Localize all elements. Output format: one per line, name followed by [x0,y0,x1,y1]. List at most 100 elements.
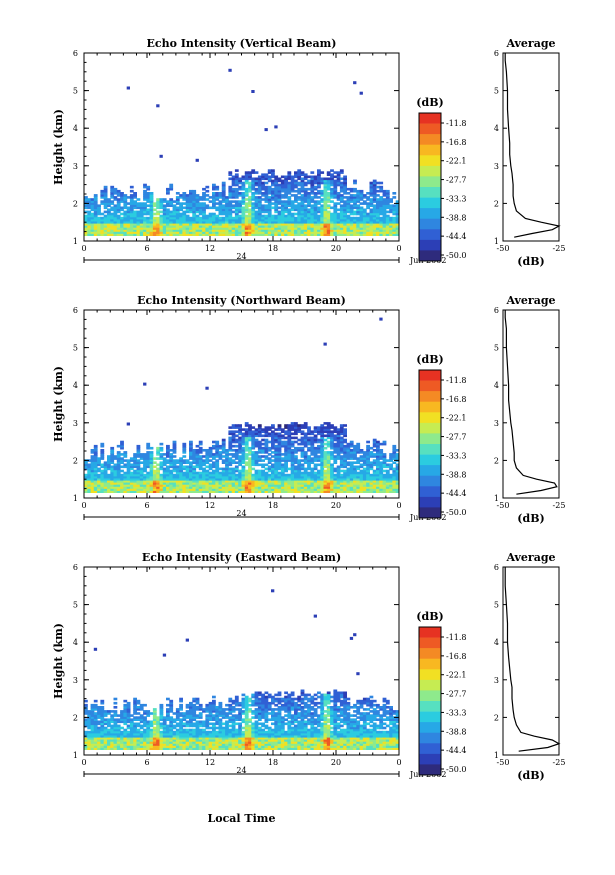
echo-cell [218,233,223,236]
echo-cell [369,194,374,197]
echo-cell [146,187,151,191]
echo-cell [336,486,341,489]
echo-cell [139,212,144,216]
echo-cell [343,208,347,212]
echo-cell [313,221,318,224]
echo-cell [339,214,344,218]
echo-cell [362,229,367,232]
echo-cell [87,724,92,728]
echo-cell [195,198,200,201]
echo-cell [120,743,124,746]
echo-cell [215,442,220,446]
echo-cell [90,449,95,452]
echo-cell [287,231,292,234]
echo-cell [277,438,282,442]
echo-cell [290,183,295,187]
echo-cell [372,471,377,475]
echo-cell [205,478,210,481]
echo-cell [136,484,141,487]
echo-cell [251,208,256,212]
echo-cell [280,196,285,199]
echo-cell [339,442,344,446]
echo-cell [264,196,269,199]
echo-cell [379,223,384,226]
echo-cell [251,229,256,232]
echo-cell [218,490,223,493]
echo-cell [116,221,121,224]
echo-cell [195,455,200,458]
echo-cell [294,221,298,224]
echo-cell [376,478,380,481]
echo-cell [261,227,265,230]
echo-cell [159,475,164,479]
echo-cell [215,459,220,462]
echo-cell [139,706,144,709]
echo-cell [189,467,193,471]
echo-cell [93,475,98,479]
echo-cell [320,218,325,222]
echo-cell [93,486,98,489]
echo-cell [336,227,341,230]
echo-cell [254,177,259,181]
colorbar-unit: (dB) [416,96,443,109]
echo-cell [146,455,151,458]
echo-cell [300,198,305,201]
echo-cell [330,189,334,193]
echo-cell [362,451,367,454]
echo-cell [339,463,344,467]
echo-cell [307,463,311,467]
echo-cell [326,214,331,218]
echo-cell [110,726,115,730]
echo-cell [369,455,374,458]
echo-cell [159,225,164,228]
echo-cell [356,473,361,477]
echo-cell [320,189,325,193]
echo-cell [320,449,325,452]
echo-cell [241,438,246,442]
echo-cell [238,185,242,189]
echo-cell [192,196,197,199]
echo-cell [320,434,325,438]
echo-cell [212,187,216,191]
echo-cell [87,722,92,726]
echo-cell [349,471,354,475]
echo-cell [244,430,249,433]
echo-cell [359,480,364,483]
echo-cell [146,486,151,489]
echo-cell [241,453,246,456]
echo-cell [264,455,269,458]
echo-cell [323,214,328,218]
echo-cell [323,187,328,191]
echo-cell [156,200,160,203]
echo-cell [192,231,197,234]
echo-cell [271,169,275,172]
echo-cell [189,229,193,232]
echo-cell [261,181,265,185]
echo-cell [362,202,367,205]
echo-cell [287,196,292,199]
echo-cell [287,453,292,456]
echo-cell [179,463,183,467]
echo-cell [284,223,288,226]
echo-cell [221,183,226,187]
echo-cell [129,202,134,205]
echo-cell [244,223,249,226]
echo-cell [343,202,347,205]
echo-cell [195,231,200,234]
echo-cell [189,206,193,210]
echo-cell [294,218,298,222]
echo-cell [290,216,295,220]
echo-cell [294,465,298,469]
echo-cell [146,229,151,232]
echo-cell [244,490,249,493]
echo-cell [120,225,124,228]
echo-cell [372,192,377,195]
echo-cell [310,438,315,442]
echo-cell [129,737,134,740]
echo-cell [241,465,246,469]
echo-cell [261,223,265,226]
echo-cell [123,194,128,197]
echo-cell [277,202,282,205]
echo-cell [313,486,318,489]
echo-cell [280,463,285,467]
